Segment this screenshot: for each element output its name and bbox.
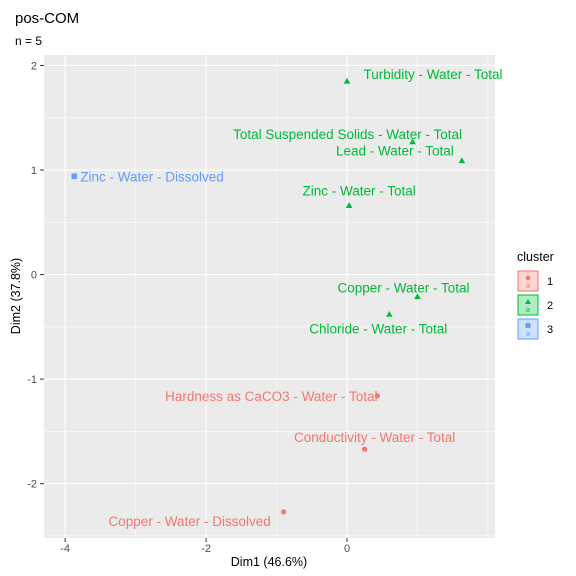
- point-label: Zinc - Water - Total: [302, 184, 415, 199]
- point-label: Hardness as CaCO3 - Water - Total: [165, 389, 377, 404]
- point-label: Lead - Water - Total: [336, 144, 454, 159]
- point-cluster-3: [71, 173, 78, 180]
- legend-symbol: [525, 275, 531, 281]
- y-tick-label: 2: [31, 60, 37, 72]
- y-axis-title: Dim2 (37.8%): [9, 258, 23, 334]
- point-label: Copper - Water - Total: [337, 281, 469, 296]
- legend-key-1: [517, 270, 539, 292]
- legend-title: cluster: [517, 250, 554, 264]
- data-points: [71, 77, 466, 515]
- x-tick-label: 0: [344, 543, 350, 555]
- point-label: Copper - Water - Dissolved: [108, 514, 270, 529]
- x-tick-label: -2: [201, 543, 211, 555]
- legend-key-3: [517, 318, 539, 340]
- point-cluster-2: [385, 310, 393, 317]
- point-label: Zinc - Water - Dissolved: [80, 169, 224, 184]
- legend-key-2: [517, 294, 539, 316]
- y-tick-label: 1: [31, 165, 37, 177]
- legend-label: 1: [547, 276, 553, 288]
- plot-panel: [44, 55, 495, 538]
- point-cluster-2: [458, 157, 466, 164]
- point-label: Chloride - Water - Total: [309, 321, 447, 336]
- legend-symbol: [525, 299, 531, 304]
- gridlines: [44, 55, 495, 538]
- chart-subtitle: n = 5: [15, 34, 42, 48]
- point-cluster-1: [374, 393, 380, 399]
- y-tick-label: 0: [31, 270, 37, 282]
- point-label: Total Suspended Solids - Water - Total: [233, 127, 462, 142]
- point-cluster-1: [280, 509, 287, 515]
- legend-letter: a: [526, 331, 530, 338]
- point-cluster-2: [345, 202, 353, 209]
- x-tick-label: -4: [60, 543, 70, 555]
- legend-symbol: [525, 323, 531, 328]
- x-axis-title: Dim1 (46.6%): [231, 555, 307, 569]
- axes: -4 -2 0 -2 -1 0 1 2: [27, 60, 350, 555]
- legend-label: 3: [547, 324, 553, 336]
- legend-letter: a: [526, 283, 530, 290]
- point-label: Turbidity - Water - Total: [363, 67, 502, 82]
- y-tick-label: -1: [27, 374, 37, 386]
- point-labels: Turbidity - Water - Total Total Suspended…: [80, 67, 502, 529]
- y-tick-label: -2: [27, 479, 37, 491]
- legend-letter: a: [526, 307, 530, 314]
- chart-title: pos-COM: [15, 10, 79, 27]
- legend-label: 2: [547, 300, 553, 312]
- point-cluster-2: [414, 293, 421, 299]
- legend: cluster a 1 a 2 a 3: [517, 250, 554, 340]
- point-cluster-2: [343, 77, 351, 84]
- point-label: Conductivity - Water - Total: [294, 430, 455, 445]
- point-cluster-2: [409, 138, 416, 145]
- point-cluster-1: [362, 446, 368, 452]
